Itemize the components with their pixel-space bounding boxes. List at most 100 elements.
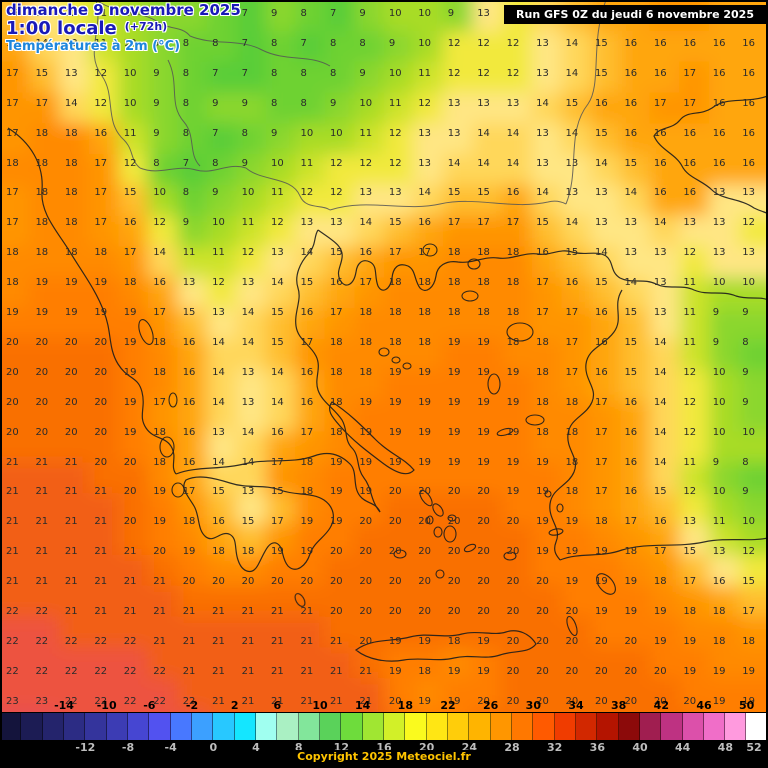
temp-value: 8 [182, 97, 190, 109]
temp-value: 10 [329, 127, 343, 139]
temp-value: 20 [595, 635, 608, 647]
temp-value: 17 [565, 307, 579, 318]
temp-value: 21 [35, 486, 49, 498]
temp-value: 18 [506, 307, 520, 318]
temp-value: 13 [35, 8, 49, 19]
temp-value: 18 [94, 247, 108, 259]
temp-value: 15 [477, 187, 490, 199]
temp-value: 15 [565, 247, 579, 259]
temp-value: 18 [447, 635, 461, 647]
temp-value: 19 [418, 396, 432, 408]
temp-value: 16 [653, 67, 667, 79]
island-outline [171, 482, 185, 498]
scale-cell [63, 713, 86, 741]
temp-value: 20 [212, 576, 225, 588]
island-outline [426, 515, 434, 525]
temp-value: 22 [94, 665, 108, 677]
temp-value: 19 [94, 277, 108, 289]
bottom-strip: -12 -8 -4 0 4 8 12 16 20 24 28 32 36 40 44 48 52 Copyrig… [0, 740, 768, 768]
temp-value: 19 [447, 695, 461, 707]
temp-value: 20 [683, 695, 697, 707]
temp-value: 11 [271, 187, 284, 199]
temp-value: 21 [271, 695, 284, 707]
temp-value: 11 [683, 336, 697, 348]
temp-value: 19 [418, 426, 432, 438]
temp-value: 18 [506, 277, 520, 289]
temp-value: 20 [64, 336, 78, 348]
scale-label-top: 22 [440, 699, 456, 712]
temp-value: 18 [624, 546, 638, 558]
temp-value: 20 [123, 456, 137, 468]
temp-value: 9 [742, 307, 749, 318]
temp-value: 18 [329, 366, 343, 378]
coastline-path [175, 452, 381, 513]
island-outline [596, 573, 616, 595]
temp-value: 12 [683, 426, 697, 438]
temp-value: 16 [683, 157, 697, 169]
temp-value: 14 [153, 247, 166, 259]
temp-value: 11 [683, 277, 697, 289]
temp-value: 14 [271, 396, 284, 408]
temp-value: 16 [624, 67, 638, 79]
temp-value: 14 [653, 426, 667, 438]
temp-value: 17 [123, 247, 137, 259]
temp-value: 20 [653, 695, 667, 707]
temp-value: 15 [742, 576, 755, 588]
temp-value: 19 [477, 426, 490, 438]
temp-value: 9 [388, 37, 396, 49]
temp-value: 18 [477, 247, 490, 259]
temp-value: 18 [182, 516, 196, 528]
temp-value: 13 [241, 486, 255, 498]
island-outline [447, 514, 457, 522]
scale-cell [746, 713, 768, 741]
temp-value: 9 [712, 336, 720, 348]
temp-value: 19 [447, 366, 461, 378]
temp-value: 10 [388, 8, 402, 19]
temp-value: 18 [35, 217, 49, 229]
temp-value: 13 [182, 277, 196, 289]
temp-value: 18 [477, 277, 490, 289]
temp-value: 17 [300, 426, 314, 438]
scale-label-top: 42 [653, 699, 669, 712]
scale-cell [511, 713, 534, 741]
temp-value: 20 [565, 665, 579, 677]
temp-value: 20 [536, 665, 549, 677]
scale-label-bottom: -8 [121, 741, 135, 754]
temp-value: 19 [359, 426, 373, 438]
temp-value: 16 [624, 127, 638, 139]
scale-cell [149, 713, 171, 741]
temp-value: 16 [418, 217, 432, 229]
temp-value: 19 [536, 516, 549, 528]
scale-cell [597, 713, 619, 741]
temp-value: 12 [683, 247, 697, 259]
temp-value: 22 [35, 606, 49, 617]
temp-value: 18 [536, 426, 549, 438]
temp-value: 18 [536, 366, 549, 378]
temp-value: 22 [35, 635, 49, 647]
temp-value: 19 [329, 456, 343, 468]
temp-value: 11 [123, 127, 137, 139]
coastline-path [559, 537, 768, 561]
temp-value: 13 [241, 277, 255, 289]
temp-value: 9 [712, 307, 720, 318]
temp-value: 22 [6, 606, 19, 617]
temp-value: 22 [94, 695, 108, 707]
temp-value: 16 [712, 157, 726, 169]
scale-label-bottom: 4 [252, 741, 260, 754]
temp-value: 16 [624, 456, 638, 468]
temp-value: 21 [212, 665, 225, 677]
temp-value: 13 [712, 247, 726, 259]
coastline-path [653, 95, 768, 215]
temp-value: 19 [94, 307, 108, 318]
temp-value: 16 [595, 307, 608, 318]
temp-value: 20 [64, 396, 78, 408]
temp-value: 14 [241, 336, 255, 348]
temp-value: 8 [300, 8, 307, 19]
temp-value: 17 [595, 426, 608, 438]
temp-value: 22 [6, 665, 19, 677]
scale-cell [0, 713, 22, 741]
temp-value: 9 [329, 97, 337, 109]
temp-value: 10 [742, 277, 755, 289]
island-outline [294, 593, 306, 607]
temp-value: 21 [300, 665, 314, 677]
